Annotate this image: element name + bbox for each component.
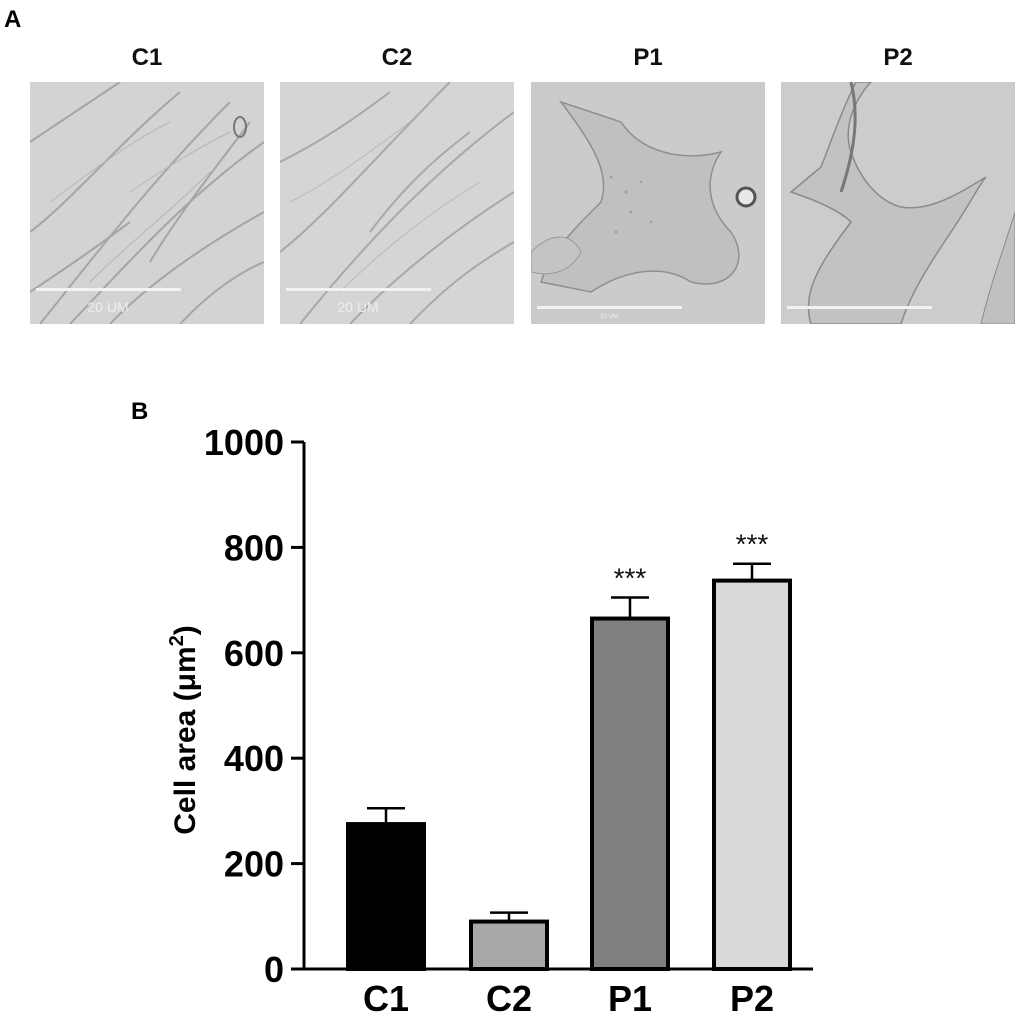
panel-b-letter: B xyxy=(131,398,149,425)
y-tick-label: 1000 xyxy=(204,422,284,463)
scale-bar-label-c1: 20 UM xyxy=(87,299,128,315)
bar-c2 xyxy=(469,919,549,972)
x-tick-label: C1 xyxy=(363,978,409,1019)
micrograph-c2: 20 UM xyxy=(280,82,514,324)
micrograph-title-c2: C2 xyxy=(381,44,413,71)
bar-p1 xyxy=(590,616,670,971)
y-tick-label: 600 xyxy=(224,633,284,674)
x-axis: C1 C2 P1 P2 xyxy=(302,967,813,1019)
bar-chart: 0 200 400 600 800 1000 *** *** C1 C2 P1 P2 Cell a… xyxy=(166,422,813,1019)
y-tick-label: 400 xyxy=(224,738,284,779)
y-axis: 0 200 400 600 800 1000 xyxy=(204,422,306,990)
x-tick-label: P1 xyxy=(608,978,652,1019)
bars: *** *** xyxy=(346,529,792,972)
scale-bar-label-p1: 20 UM xyxy=(600,314,618,320)
y-axis-label-main: Cell area (μm xyxy=(169,646,202,834)
panel-a-letter: A xyxy=(4,6,22,33)
bar-p2 xyxy=(712,578,792,971)
y-axis-label: Cell area (μm2) xyxy=(166,625,202,835)
micrograph-title-p2: P2 xyxy=(883,44,913,71)
significance-marker: *** xyxy=(614,562,647,593)
y-tick-label: 800 xyxy=(224,527,284,568)
micrograph-title-p1: P1 xyxy=(633,44,663,71)
y-tick-label: 0 xyxy=(264,949,284,990)
x-tick-label: P2 xyxy=(730,978,774,1019)
bar-c1 xyxy=(346,822,426,972)
micrograph-p2 xyxy=(781,82,1015,324)
micrograph-title-c1: C1 xyxy=(131,44,163,71)
micrograph-p1: 20 UM xyxy=(531,82,765,324)
micrograph-c1: 20 UM xyxy=(30,82,264,324)
x-tick-label: C2 xyxy=(486,978,532,1019)
y-axis-label-close: ) xyxy=(169,625,202,635)
y-tick-label: 200 xyxy=(224,844,284,885)
y-axis-label-superscript: 2 xyxy=(166,635,188,646)
significance-marker: *** xyxy=(736,529,769,560)
scale-bar-label-c2: 20 UM xyxy=(337,299,378,315)
